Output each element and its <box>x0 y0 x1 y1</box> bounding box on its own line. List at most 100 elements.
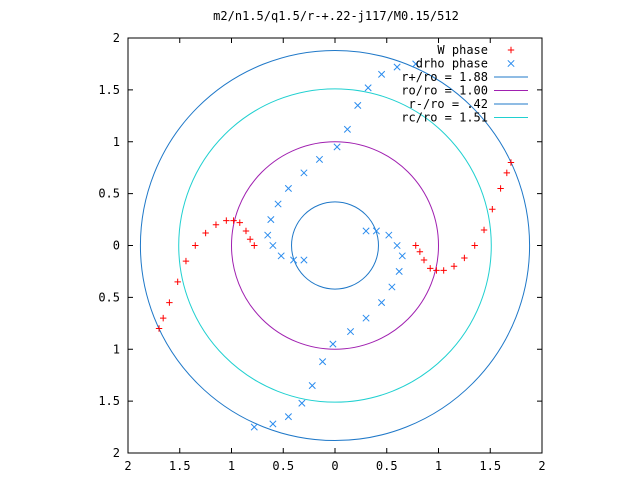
legend-label-1: drho phase <box>416 57 488 71</box>
y-tick-label-2: 1 <box>113 342 120 356</box>
x-tick-label-0: 2 <box>124 459 131 473</box>
point-1-3 <box>364 84 372 92</box>
point-0-6 <box>461 254 468 262</box>
y-tick-label-6: 1 <box>113 135 120 149</box>
point-1-16 <box>300 256 308 264</box>
circles-layer <box>139 49 531 442</box>
x-tick-label-4: 0 <box>331 459 338 473</box>
point-1-30 <box>393 241 401 250</box>
point-1-10 <box>274 200 282 208</box>
point-1-4 <box>354 101 362 109</box>
legend-label-2: r+/ro = 1.88 <box>401 70 488 84</box>
series-layer <box>155 60 515 431</box>
circle-2 <box>291 201 379 290</box>
point-0-22 <box>223 217 230 224</box>
point-0-12 <box>416 248 424 255</box>
point-1-23 <box>329 340 337 348</box>
point-1-15 <box>290 256 298 264</box>
point-1-9 <box>284 184 292 192</box>
point-1-33 <box>362 227 370 235</box>
series-0 <box>155 159 515 332</box>
point-1-20 <box>298 399 306 407</box>
y-tick-label-5: 0.5 <box>98 187 120 201</box>
point-1-26 <box>378 299 386 307</box>
point-1-24 <box>346 328 355 336</box>
circle-3 <box>178 88 492 403</box>
legend-label-5: rc/ro = 1.51 <box>401 111 488 125</box>
y-tick-label-1: 1.5 <box>98 394 120 408</box>
x-tick-label-2: 1 <box>228 459 235 473</box>
point-0-23 <box>230 217 237 224</box>
point-0-19 <box>192 242 199 249</box>
point-0-17 <box>174 278 181 286</box>
point-0-13 <box>412 242 419 249</box>
point-1-12 <box>264 231 272 239</box>
point-1-0 <box>412 60 420 68</box>
point-0-15 <box>159 314 167 322</box>
point-1-19 <box>284 413 292 421</box>
x-tick-label-6: 1 <box>435 459 442 473</box>
point-1-17 <box>250 423 258 431</box>
point-0-14 <box>155 325 163 332</box>
point-0-5 <box>471 242 478 249</box>
series-1 <box>250 60 420 431</box>
legend-label-0: W phase <box>437 43 488 57</box>
point-1-31 <box>385 231 393 239</box>
y-tick-label-7: 1.5 <box>98 83 120 97</box>
point-1-13 <box>269 241 277 250</box>
point-0-4 <box>480 226 488 234</box>
x-tick-label-3: 0.5 <box>272 459 294 473</box>
point-0-27 <box>251 242 258 249</box>
point-1-22 <box>319 358 327 366</box>
point-0-2 <box>497 185 504 192</box>
point-1-5 <box>343 125 351 133</box>
y-tick-label-0: 2 <box>113 446 120 460</box>
point-1-7 <box>315 155 324 163</box>
y-tick-label-4: 0 <box>113 239 120 253</box>
point-1-11 <box>267 216 275 224</box>
point-1-14 <box>277 252 285 260</box>
point-0-10 <box>427 265 434 272</box>
chart-title: m2/n1.5/q1.5/r-+.22-j117/M0.15/512 <box>213 9 459 23</box>
point-0-7 <box>450 263 458 270</box>
point-0-20 <box>202 229 209 237</box>
y-tick-label-8: 2 <box>113 31 120 45</box>
point-0-3 <box>489 205 496 213</box>
point-1-29 <box>398 252 406 260</box>
point-1-25 <box>362 314 370 322</box>
legend-label-4: r-/ro = .42 <box>409 97 488 111</box>
point-1-8 <box>300 169 308 177</box>
point-1-6 <box>333 143 341 151</box>
legend-marker-1 <box>507 59 515 68</box>
x-tick-label-5: 0.5 <box>376 459 398 473</box>
point-0-0 <box>507 159 515 166</box>
point-0-8 <box>440 267 447 274</box>
point-0-21 <box>212 221 220 228</box>
circle-1 <box>231 141 439 350</box>
point-0-18 <box>182 257 190 265</box>
point-0-25 <box>242 227 250 235</box>
point-0-1 <box>503 169 511 177</box>
legend-label-3: ro/ro = 1.00 <box>401 84 488 98</box>
point-1-28 <box>395 267 403 275</box>
x-tick-label-1: 1.5 <box>169 459 191 473</box>
point-1-2 <box>378 70 386 78</box>
circle-0 <box>139 49 531 442</box>
point-0-16 <box>166 299 173 306</box>
legend-marker-0 <box>507 46 515 54</box>
x-tick-label-8: 2 <box>538 459 545 473</box>
point-0-26 <box>246 236 254 243</box>
point-1-27 <box>388 283 396 291</box>
point-1-1 <box>393 63 401 71</box>
y-tick-label-3: 0.5 <box>98 290 120 304</box>
point-0-11 <box>420 256 428 264</box>
point-1-32 <box>372 227 380 235</box>
point-1-21 <box>308 382 316 390</box>
x-tick-label-7: 1.5 <box>479 459 501 473</box>
point-0-24 <box>236 219 243 226</box>
point-0-9 <box>433 267 440 274</box>
point-1-18 <box>269 420 277 428</box>
